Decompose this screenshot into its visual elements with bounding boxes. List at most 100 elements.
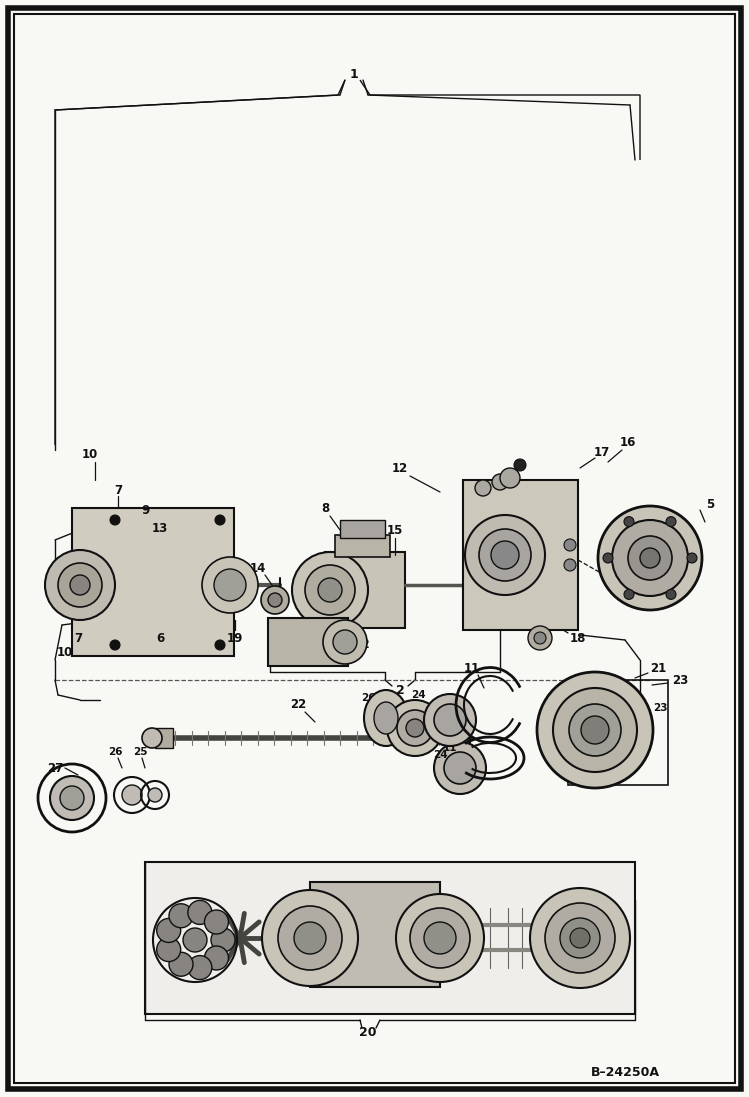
Circle shape: [157, 938, 181, 962]
Circle shape: [50, 776, 94, 819]
Text: 23: 23: [672, 674, 688, 687]
Circle shape: [545, 903, 615, 973]
Circle shape: [424, 921, 456, 954]
Bar: [155, 728, 173, 748]
Circle shape: [202, 557, 258, 613]
Text: 20: 20: [360, 1027, 377, 1040]
Circle shape: [569, 704, 621, 756]
Circle shape: [666, 517, 676, 527]
Text: 4: 4: [634, 581, 642, 595]
Circle shape: [70, 575, 90, 595]
Circle shape: [410, 908, 470, 968]
Circle shape: [261, 586, 289, 614]
Circle shape: [58, 563, 102, 607]
Circle shape: [318, 578, 342, 602]
Circle shape: [640, 548, 660, 568]
Circle shape: [148, 788, 162, 802]
Circle shape: [434, 704, 466, 736]
Circle shape: [333, 630, 357, 654]
Circle shape: [110, 514, 120, 525]
Circle shape: [424, 694, 476, 746]
Bar: [72, 508, 234, 656]
Text: 11: 11: [464, 661, 480, 675]
Circle shape: [45, 550, 115, 620]
Text: 18: 18: [570, 632, 586, 645]
Circle shape: [514, 459, 526, 471]
Circle shape: [122, 785, 142, 805]
Bar: [335, 535, 390, 557]
Bar: [268, 618, 348, 666]
Circle shape: [294, 921, 326, 954]
Circle shape: [204, 911, 228, 934]
Circle shape: [537, 672, 653, 788]
Text: 13: 13: [152, 521, 168, 534]
Circle shape: [612, 520, 688, 596]
Text: 23: 23: [652, 703, 667, 713]
Circle shape: [268, 593, 282, 607]
Text: 2: 2: [395, 683, 404, 697]
Text: 19: 19: [227, 632, 243, 645]
Text: 22: 22: [290, 699, 306, 712]
Text: 1: 1: [350, 68, 358, 81]
Circle shape: [188, 901, 212, 925]
Circle shape: [60, 785, 84, 810]
Circle shape: [262, 890, 358, 986]
Bar: [340, 520, 385, 538]
Circle shape: [465, 514, 545, 595]
Circle shape: [157, 918, 181, 942]
Circle shape: [444, 753, 476, 784]
Bar: [145, 862, 635, 1014]
Ellipse shape: [374, 702, 398, 734]
Circle shape: [666, 589, 676, 599]
Circle shape: [434, 742, 486, 794]
Circle shape: [570, 928, 590, 948]
Circle shape: [564, 559, 576, 572]
Text: 15: 15: [386, 523, 403, 536]
Circle shape: [387, 700, 443, 756]
Text: 26: 26: [361, 693, 375, 703]
Text: 8: 8: [321, 501, 329, 514]
Text: 9: 9: [141, 504, 149, 517]
Circle shape: [204, 946, 228, 970]
Text: 11: 11: [443, 743, 457, 753]
Text: B–24250A: B–24250A: [591, 1065, 660, 1078]
Circle shape: [396, 894, 484, 982]
Circle shape: [624, 589, 634, 599]
Text: 24: 24: [433, 750, 447, 760]
Circle shape: [183, 928, 207, 952]
Circle shape: [169, 904, 193, 928]
Circle shape: [278, 906, 342, 970]
Circle shape: [534, 632, 546, 644]
Bar: [568, 680, 668, 785]
Text: 7: 7: [114, 484, 122, 497]
Circle shape: [491, 541, 519, 569]
Circle shape: [564, 539, 576, 551]
Circle shape: [188, 955, 212, 980]
Text: 25: 25: [385, 700, 399, 710]
Text: 7: 7: [74, 632, 82, 645]
Text: 5: 5: [706, 498, 714, 511]
Circle shape: [214, 569, 246, 601]
Circle shape: [530, 887, 630, 988]
Text: 14: 14: [250, 562, 266, 575]
Circle shape: [492, 474, 508, 490]
Text: 24: 24: [410, 690, 425, 700]
Circle shape: [323, 620, 367, 664]
Circle shape: [581, 716, 609, 744]
Bar: [463, 480, 578, 630]
Circle shape: [603, 553, 613, 563]
Circle shape: [211, 928, 235, 952]
Circle shape: [305, 565, 355, 615]
Circle shape: [169, 952, 193, 976]
Circle shape: [500, 468, 520, 488]
Circle shape: [397, 710, 433, 746]
Bar: [325, 552, 405, 627]
Text: 21: 21: [650, 661, 666, 675]
Circle shape: [142, 728, 162, 748]
Circle shape: [528, 626, 552, 651]
Circle shape: [628, 536, 672, 580]
Circle shape: [406, 719, 424, 737]
Circle shape: [553, 688, 637, 772]
Circle shape: [560, 918, 600, 958]
Text: 2: 2: [360, 638, 369, 652]
